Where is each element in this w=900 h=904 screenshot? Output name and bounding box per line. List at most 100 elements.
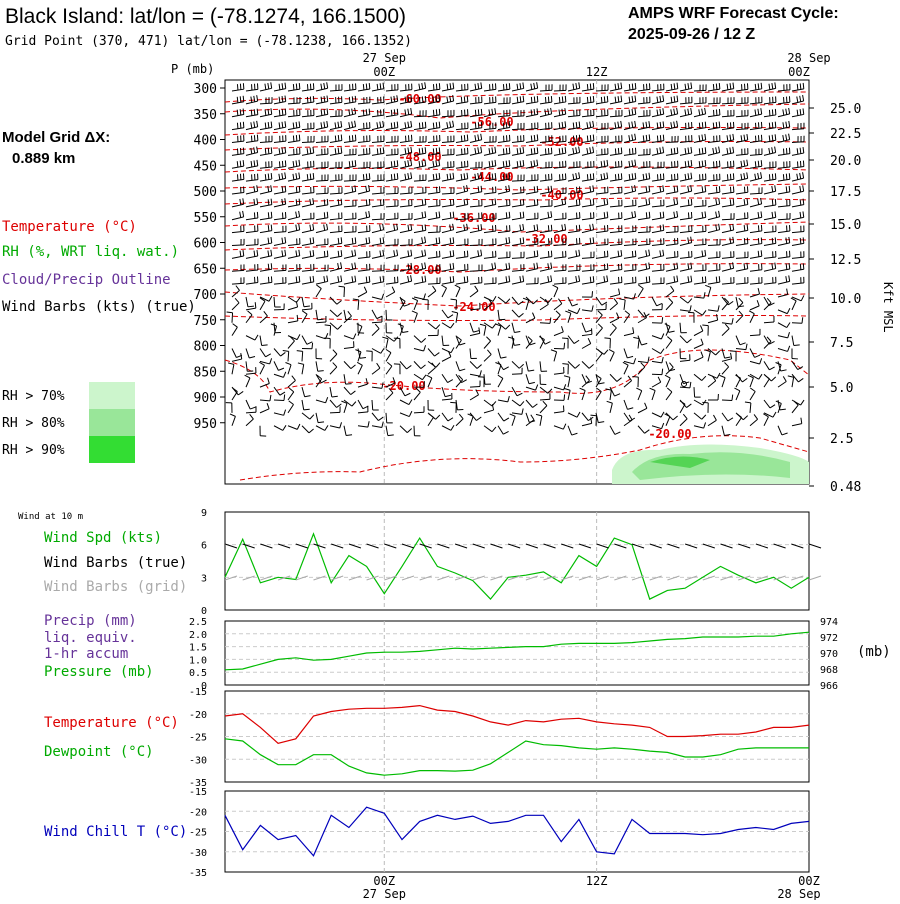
- wind-barb-flag: [408, 225, 409, 231]
- wind-barb-shaft: [302, 351, 303, 361]
- y-tick-label: 1.0: [189, 655, 207, 666]
- wind-barb-flag: [590, 147, 591, 153]
- wind-barb-shaft: [792, 336, 794, 346]
- wind-barb-flag: [293, 136, 294, 142]
- wind-barb-flag: [341, 135, 342, 141]
- wind-barb-shaft: [652, 283, 664, 284]
- wind-barb-shaft: [470, 192, 482, 194]
- wind-barb-flag: [528, 337, 532, 341]
- wind-barb-flag: [592, 291, 593, 297]
- wind-barb-flag: [324, 212, 325, 218]
- wind-barb-flag: [305, 396, 311, 397]
- wind-barb-flag: [702, 325, 708, 326]
- wind-barb-flag: [702, 376, 706, 380]
- wind-barb-flag: [615, 122, 616, 128]
- surface-barb-grid: [614, 576, 626, 580]
- wind-barb-flag: [592, 305, 593, 311]
- wind-barb-flag: [744, 225, 745, 231]
- wind-barb-shaft: [792, 424, 802, 426]
- wind-barb-shaft: [624, 206, 636, 207]
- wind-barb-shaft: [484, 326, 486, 336]
- wind-barb-shaft: [274, 204, 286, 207]
- wind-barb-flag: [800, 148, 801, 154]
- temperature-contour: [225, 292, 809, 306]
- wind-barb-flag: [632, 173, 633, 179]
- wind-barb-shaft: [344, 310, 346, 320]
- wind-barb-flag: [685, 109, 686, 115]
- wind-barb-flag: [504, 418, 509, 421]
- wind-barb-shaft: [442, 399, 452, 400]
- temperature-contour-label: -20.00: [648, 427, 691, 441]
- bottom-hour-label: 00Z: [373, 874, 395, 888]
- wind-barb-flag: [394, 174, 395, 180]
- top-hour-label: 00Z: [788, 65, 810, 79]
- wind-barb-shaft: [288, 192, 300, 194]
- wind-barb-flag: [227, 312, 233, 313]
- surface-barb-grid: [685, 576, 697, 580]
- wind-barb-shaft: [638, 289, 643, 297]
- wind-barb-shaft: [680, 269, 692, 272]
- wind-barb-flag: [284, 372, 286, 378]
- wind-barb-flag: [755, 355, 761, 357]
- wind-barb-shaft: [582, 258, 594, 259]
- wind-barb-flag: [282, 186, 283, 192]
- y-tick-label: -15: [189, 687, 207, 698]
- legend-rh70-swatch: [89, 382, 135, 409]
- wind-barb-shaft: [274, 243, 286, 246]
- wind-barb-flag: [724, 434, 730, 435]
- wind-barb-flag: [744, 135, 745, 141]
- wind-barb-flag: [270, 395, 271, 401]
- wind-barb-flag: [307, 342, 312, 345]
- wind-barb-shaft: [610, 328, 616, 336]
- wind-barb-shaft: [428, 417, 433, 425]
- wind-barb-flag: [747, 199, 748, 205]
- wind-barb-flag: [327, 108, 328, 114]
- wind-barb-shaft: [652, 361, 662, 363]
- wind-barb-flag: [786, 174, 787, 180]
- wind-barb-flag: [509, 212, 510, 218]
- wind-barb-flag: [601, 161, 602, 167]
- surface-barb-grid: [791, 576, 803, 580]
- wind-barb-flag: [240, 109, 241, 115]
- wind-barb-flag: [771, 377, 775, 381]
- wind-barb-shaft: [694, 387, 695, 397]
- wind-barb-flag: [786, 238, 787, 244]
- wind-barb-flag: [326, 397, 328, 403]
- wind-barb-flag: [700, 325, 702, 330]
- wind-barb-flag: [758, 212, 759, 218]
- wind-barb-shaft: [386, 310, 387, 320]
- wind-barb-flag: [369, 109, 370, 115]
- wind-barb-flag: [264, 311, 268, 316]
- wind-barb-shaft: [568, 297, 572, 306]
- wind-barb-flag: [380, 251, 381, 257]
- wind-barb-flag: [635, 160, 636, 166]
- wind-barb-flag: [296, 199, 297, 205]
- wind-barb-flag: [523, 96, 524, 102]
- wind-barb-flag: [297, 315, 298, 321]
- wind-barb-flag: [520, 225, 521, 231]
- wind-barb-flag: [629, 415, 632, 420]
- wind-barb-flag: [532, 313, 534, 319]
- wind-barb-flag: [758, 288, 759, 294]
- wind-barb-flag: [558, 299, 561, 304]
- wind-barb-shaft: [610, 403, 612, 413]
- wind-barb-flag: [327, 276, 328, 282]
- wind-barb-flag: [775, 185, 776, 191]
- wind-barb-flag: [352, 186, 353, 192]
- wind-barb-shaft: [428, 283, 440, 284]
- wind-barb-flag: [366, 199, 367, 205]
- wind-barb-flag: [245, 375, 250, 378]
- wind-barb-flag: [296, 160, 297, 166]
- y-tick-label: 3: [201, 573, 207, 584]
- wind-barb-flag: [691, 173, 692, 179]
- wind-barb-flag: [690, 382, 691, 388]
- wind-barb-flag: [352, 238, 353, 244]
- wind-barb-flag: [285, 186, 286, 192]
- height-tick-label: 25.0: [830, 102, 861, 117]
- wind-barb-flag: [281, 352, 286, 356]
- wind-barb-flag: [271, 122, 272, 128]
- wind-barb-flag: [674, 109, 675, 115]
- wind-barb-shaft: [274, 283, 286, 284]
- wind-barb-flag: [788, 376, 794, 377]
- wind-barb-shaft: [568, 281, 580, 284]
